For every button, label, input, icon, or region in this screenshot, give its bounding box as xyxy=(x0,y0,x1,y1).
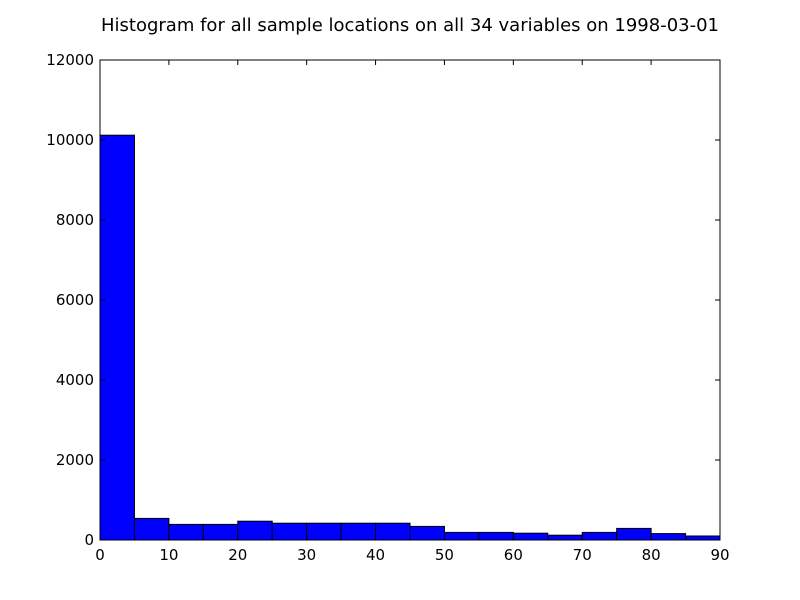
histogram-bar xyxy=(685,535,721,541)
bars-group xyxy=(99,134,721,541)
x-tick-label: 70 xyxy=(573,546,592,564)
y-tick-label: 4000 xyxy=(56,371,94,389)
histogram-bar xyxy=(202,523,239,541)
histogram-bar xyxy=(306,522,342,541)
chart-title: Histogram for all sample locations on al… xyxy=(101,15,719,36)
histogram-bar xyxy=(581,531,618,541)
x-tick-label: 60 xyxy=(504,546,523,564)
x-tick-label: 0 xyxy=(95,546,105,564)
histogram-bar xyxy=(512,532,549,541)
y-tick-label: 8000 xyxy=(56,211,94,229)
histogram-bar xyxy=(133,517,170,541)
histogram-bar xyxy=(650,533,687,541)
plot-frame xyxy=(99,59,721,541)
histogram-bar xyxy=(443,531,480,541)
histogram-bar xyxy=(375,522,411,541)
histogram-bar xyxy=(271,522,308,541)
x-tick-label: 50 xyxy=(435,546,454,564)
x-tick-label: 30 xyxy=(297,546,316,564)
histogram-bar xyxy=(168,523,204,541)
histogram-bar xyxy=(340,522,377,541)
y-tick-label: 0 xyxy=(84,531,94,549)
histogram-bar xyxy=(237,520,273,541)
x-tick-label: 40 xyxy=(366,546,385,564)
histogram-bar xyxy=(478,531,514,541)
y-tick-label: 10000 xyxy=(46,131,94,149)
y-tick-label: 6000 xyxy=(56,291,94,309)
x-tick-labels: 0 10 20 30 40 50 60 70 80 90 xyxy=(95,546,729,564)
histogram-bar xyxy=(547,534,583,541)
x-tick-label: 90 xyxy=(710,546,729,564)
x-tick-label: 10 xyxy=(159,546,178,564)
histogram-bar xyxy=(99,134,135,541)
y-tick-label: 12000 xyxy=(46,51,94,69)
ticks-group xyxy=(99,59,721,541)
y-tick-labels: 0 2000 4000 6000 8000 10000 12000 xyxy=(46,51,94,549)
histogram-bar xyxy=(616,527,652,541)
x-tick-label: 20 xyxy=(228,546,247,564)
y-tick-label: 2000 xyxy=(56,451,94,469)
histogram-bar xyxy=(409,525,445,541)
x-tick-label: 80 xyxy=(642,546,661,564)
